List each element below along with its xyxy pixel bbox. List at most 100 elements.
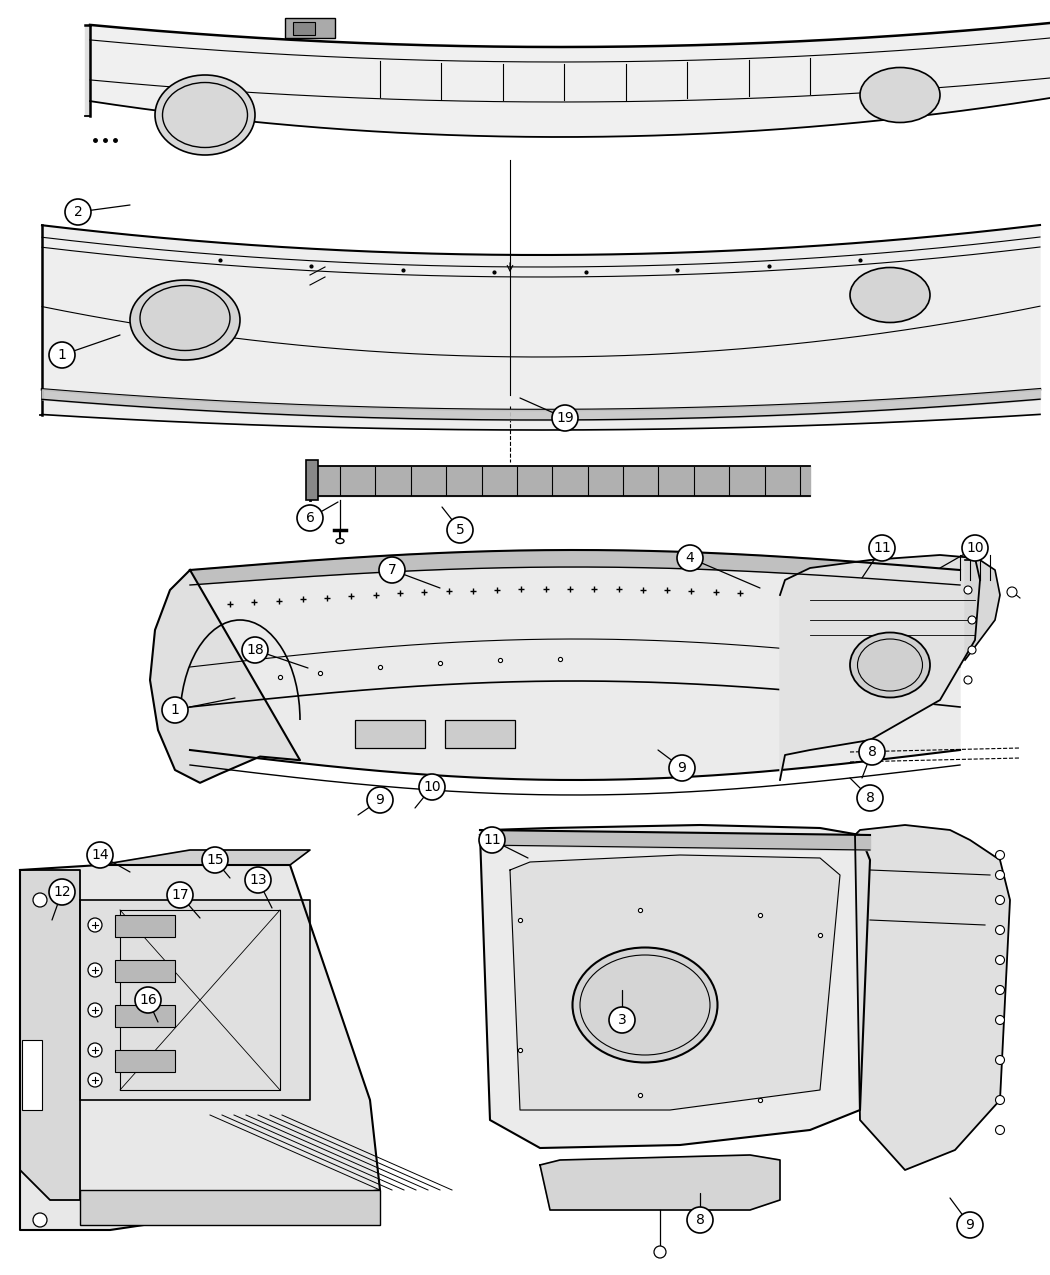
Circle shape bbox=[964, 586, 972, 594]
FancyBboxPatch shape bbox=[22, 1040, 42, 1111]
Circle shape bbox=[968, 646, 976, 654]
Text: 1: 1 bbox=[58, 348, 66, 362]
Circle shape bbox=[88, 1074, 102, 1088]
Polygon shape bbox=[20, 870, 80, 1200]
Text: 3: 3 bbox=[617, 1014, 627, 1026]
Polygon shape bbox=[20, 864, 380, 1230]
FancyBboxPatch shape bbox=[116, 1005, 175, 1026]
Circle shape bbox=[419, 774, 445, 799]
Circle shape bbox=[242, 638, 268, 663]
Text: 15: 15 bbox=[206, 853, 224, 867]
Text: 17: 17 bbox=[171, 887, 189, 901]
FancyBboxPatch shape bbox=[80, 1190, 380, 1225]
Circle shape bbox=[962, 536, 988, 561]
Polygon shape bbox=[190, 550, 960, 780]
Circle shape bbox=[654, 1246, 666, 1258]
Circle shape bbox=[964, 676, 972, 683]
Circle shape bbox=[135, 987, 161, 1014]
Circle shape bbox=[995, 986, 1005, 994]
Polygon shape bbox=[480, 825, 870, 1148]
Polygon shape bbox=[85, 26, 90, 116]
Circle shape bbox=[202, 847, 228, 873]
Ellipse shape bbox=[860, 68, 940, 122]
Polygon shape bbox=[190, 550, 960, 585]
Circle shape bbox=[65, 199, 91, 224]
Circle shape bbox=[957, 1213, 983, 1238]
Circle shape bbox=[447, 516, 473, 543]
Text: 12: 12 bbox=[54, 885, 70, 899]
Text: 19: 19 bbox=[556, 411, 574, 425]
Circle shape bbox=[88, 918, 102, 932]
Circle shape bbox=[297, 505, 323, 530]
Text: 4: 4 bbox=[686, 551, 694, 565]
Polygon shape bbox=[42, 224, 1040, 430]
Circle shape bbox=[859, 740, 885, 765]
Circle shape bbox=[379, 557, 405, 583]
Circle shape bbox=[1007, 586, 1017, 597]
Circle shape bbox=[669, 755, 695, 782]
Circle shape bbox=[552, 405, 578, 431]
Polygon shape bbox=[510, 856, 840, 1111]
Text: 9: 9 bbox=[966, 1218, 974, 1232]
Circle shape bbox=[995, 1015, 1005, 1025]
Polygon shape bbox=[100, 850, 310, 864]
Ellipse shape bbox=[130, 280, 240, 360]
Ellipse shape bbox=[572, 947, 717, 1062]
FancyBboxPatch shape bbox=[116, 1051, 175, 1072]
Ellipse shape bbox=[336, 538, 344, 543]
Circle shape bbox=[995, 850, 1005, 859]
Text: 14: 14 bbox=[91, 848, 109, 862]
Polygon shape bbox=[150, 570, 300, 783]
Text: 10: 10 bbox=[966, 541, 984, 555]
Polygon shape bbox=[80, 900, 310, 1100]
Circle shape bbox=[995, 1095, 1005, 1104]
Text: 8: 8 bbox=[865, 790, 875, 805]
Text: 6: 6 bbox=[306, 511, 314, 525]
Polygon shape bbox=[540, 1155, 780, 1210]
Circle shape bbox=[857, 785, 883, 811]
Text: 2: 2 bbox=[74, 205, 82, 219]
Circle shape bbox=[88, 1003, 102, 1017]
Text: 11: 11 bbox=[874, 541, 890, 555]
FancyBboxPatch shape bbox=[293, 22, 315, 34]
Text: 8: 8 bbox=[867, 745, 877, 759]
Polygon shape bbox=[780, 555, 980, 780]
Circle shape bbox=[33, 892, 47, 907]
Circle shape bbox=[995, 1056, 1005, 1065]
Circle shape bbox=[869, 536, 895, 561]
Circle shape bbox=[995, 955, 1005, 964]
Text: 7: 7 bbox=[387, 564, 397, 578]
Circle shape bbox=[687, 1207, 713, 1233]
Text: 1: 1 bbox=[170, 703, 180, 717]
Circle shape bbox=[49, 342, 75, 368]
Text: 9: 9 bbox=[376, 793, 384, 807]
Text: 5: 5 bbox=[456, 523, 464, 537]
FancyBboxPatch shape bbox=[445, 720, 514, 748]
Circle shape bbox=[995, 1126, 1005, 1135]
FancyBboxPatch shape bbox=[306, 460, 318, 500]
Circle shape bbox=[995, 871, 1005, 880]
Circle shape bbox=[609, 1007, 635, 1033]
FancyBboxPatch shape bbox=[285, 18, 335, 38]
Polygon shape bbox=[855, 825, 1010, 1170]
Ellipse shape bbox=[850, 268, 930, 323]
Circle shape bbox=[88, 963, 102, 977]
Circle shape bbox=[968, 616, 976, 623]
Ellipse shape bbox=[155, 75, 255, 156]
Circle shape bbox=[49, 878, 75, 905]
Circle shape bbox=[33, 1213, 47, 1227]
Circle shape bbox=[87, 842, 113, 868]
Text: 18: 18 bbox=[246, 643, 264, 657]
FancyBboxPatch shape bbox=[116, 960, 175, 982]
Circle shape bbox=[677, 544, 704, 571]
Text: 8: 8 bbox=[695, 1213, 705, 1227]
Circle shape bbox=[167, 882, 193, 908]
Text: 9: 9 bbox=[677, 761, 687, 775]
Ellipse shape bbox=[850, 632, 930, 697]
Circle shape bbox=[995, 926, 1005, 935]
FancyBboxPatch shape bbox=[116, 915, 175, 937]
Text: 13: 13 bbox=[249, 873, 267, 887]
Text: 10: 10 bbox=[423, 780, 441, 794]
Circle shape bbox=[162, 697, 188, 723]
FancyBboxPatch shape bbox=[355, 720, 425, 748]
